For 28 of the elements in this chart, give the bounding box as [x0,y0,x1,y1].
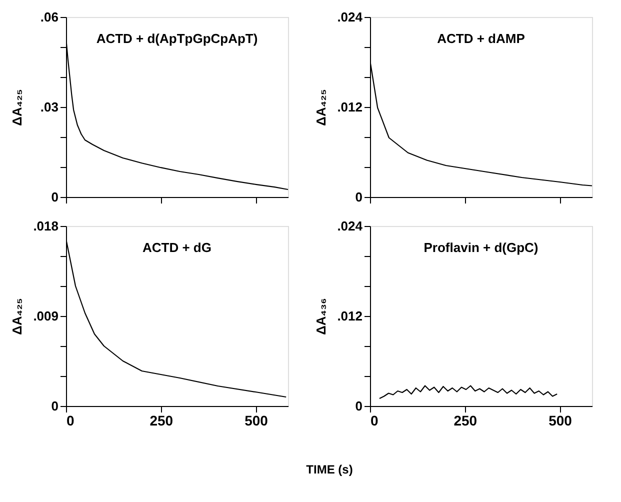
y-tick-label: .012 [337,100,362,114]
x-axis-title: TIME (s) [306,462,353,476]
y-tick-label: .009 [33,308,58,324]
y-tick-label: 0 [51,398,58,414]
x-tick-label: 0 [370,412,378,428]
y-axis-title: ΔA₄₃₆ [314,298,328,335]
annotation: ACTD + d(ApTpGpCpApT) [96,31,258,46]
line-series [378,385,558,400]
y-tick-label: .018 [33,218,58,234]
x-tick-label: 250 [454,412,478,428]
y-axis-title: ΔA₄₂₅ [10,298,24,335]
y-tick-label: .06 [40,10,58,24]
x-tick-label: 250 [150,412,174,428]
x-tick-label: 500 [244,412,268,428]
y-tick-label: .03 [40,100,58,114]
y-tick-label: 0 [51,190,58,204]
y-axis-title: ΔA₄₂₅ [314,89,328,126]
y-tick-label: .024 [337,218,364,234]
annotation: Proflavin + d(GpC) [424,240,538,255]
x-tick-label: 500 [548,412,572,428]
x-tick-label: 0 [66,412,74,428]
annotation: ACTD + dG [142,240,212,255]
y-tick-label: .012 [337,308,362,324]
annotation: ACTD + dAMP [437,31,526,46]
y-axis-title: ΔA₄₂₅ [10,89,24,126]
y-tick-label: 0 [355,190,362,204]
y-tick-label: .024 [337,10,364,24]
y-tick-label: 0 [355,398,362,414]
